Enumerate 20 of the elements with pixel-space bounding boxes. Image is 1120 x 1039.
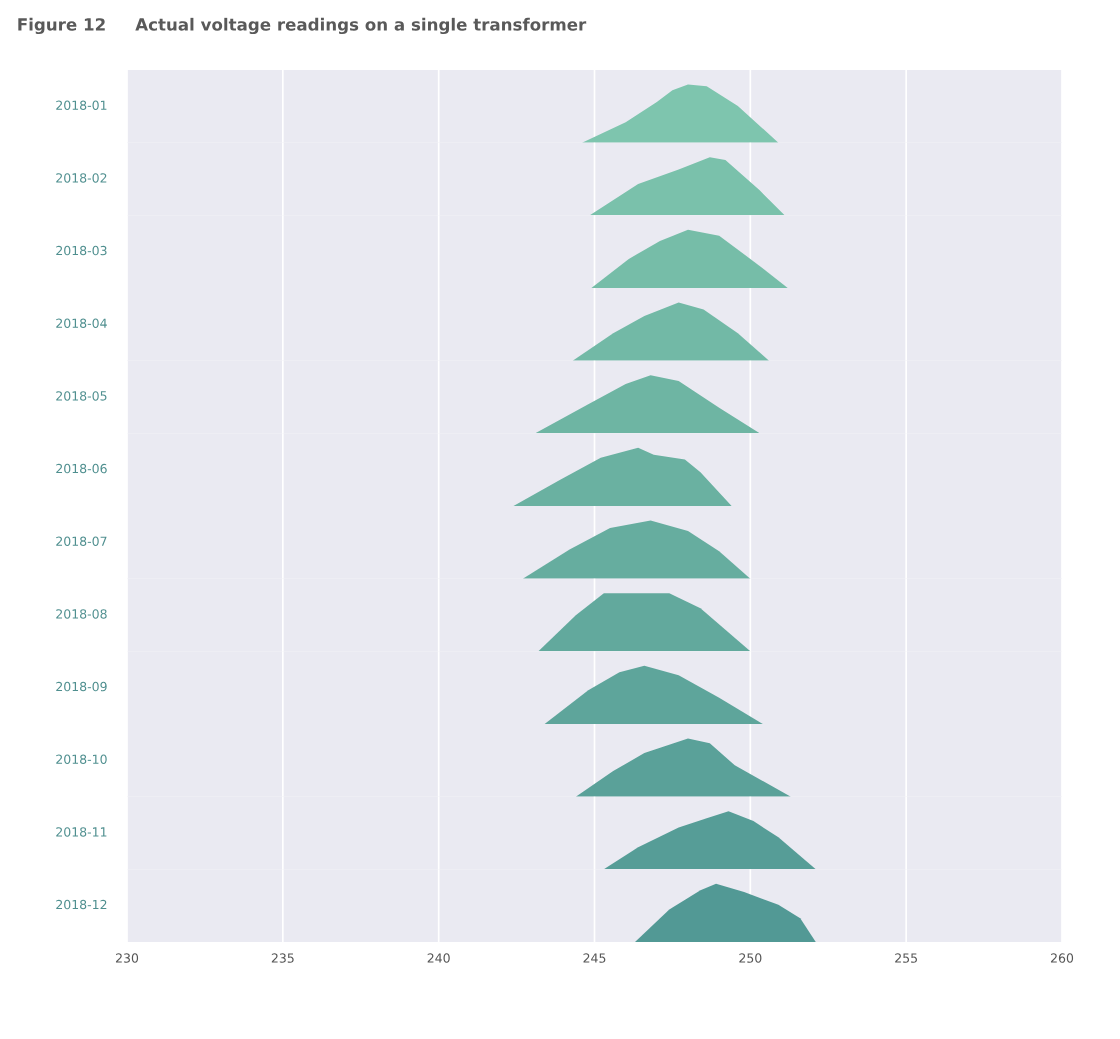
x-tick-label: 230 [115,953,139,963]
y-axis-title: 2018-11 [56,827,107,837]
y-axis-title: 2018-10 [56,754,107,764]
x-tick-label: 260 [1050,953,1074,963]
y-axis-title: 2018-02 [56,173,107,183]
chart-title: Figure 12 Actual voltage readings on a single transformer [18,17,587,35]
x-tick-label: 245 [583,953,606,963]
x-tick-label: 255 [895,953,917,963]
y-axis-title: 2018-06 [56,463,107,474]
x-tick-label: 250 [739,953,762,963]
y-axis-title: 2018-07 [56,536,107,546]
x-tick-label: 240 [427,953,450,963]
y-axis-title: 2018-01 [56,100,107,110]
y-axis-title: 2018-08 [56,609,107,619]
y-axis-title: 2018-12 [56,899,107,910]
y-axis-title: 2018-05 [56,391,107,401]
y-axis-title: 2018-04 [56,318,107,328]
y-axis-title: 2018-03 [56,245,107,256]
y-axis-title: 2018-09 [56,681,107,692]
x-tick-label: 235 [271,953,294,963]
